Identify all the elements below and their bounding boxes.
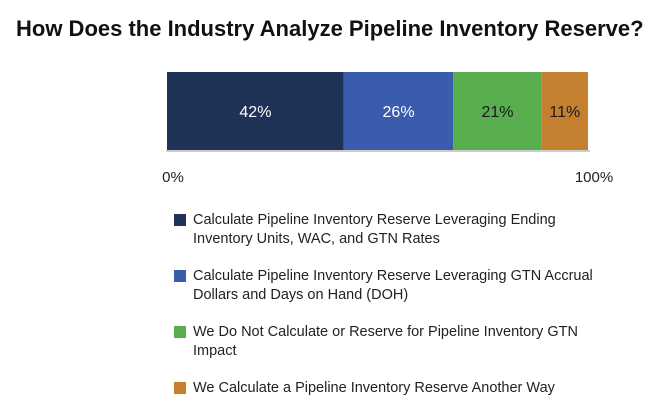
x-tick-labels: 0% 100% (162, 169, 613, 186)
x-tick-label-2: 100% (575, 169, 613, 186)
bar-segment-label-2: 26% (383, 104, 415, 121)
legend-swatch-3 (174, 326, 186, 338)
chart-legend: Calculate Pipeline Inventory Reserve Lev… (174, 211, 594, 416)
bar-segment-label-3: 21% (481, 104, 513, 121)
legend-label-4: We Calculate a Pipeline Inventory Reserv… (193, 380, 555, 396)
bar-segment-label-4: 11% (549, 104, 580, 121)
bar-segment-1 (167, 72, 344, 150)
legend-swatch-4 (174, 382, 186, 394)
legend-item-3: We Do Not Calculate or Reserve for Pipel… (174, 323, 594, 361)
bar-segments: 42% 26% 21% 11% (167, 72, 588, 150)
bar-segment-4 (541, 72, 588, 150)
x-tick-label-1: 0% (162, 169, 184, 186)
legend-label-3: We Do Not Calculate or Reserve for Pipel… (193, 324, 578, 359)
legend-swatch-2 (174, 270, 186, 282)
bar-segment-label-1: 42% (239, 104, 271, 121)
legend-item-4: We Calculate a Pipeline Inventory Reserv… (174, 379, 594, 398)
legend-swatch-1 (174, 214, 186, 226)
legend-label-1: Calculate Pipeline Inventory Reserve Lev… (193, 212, 556, 247)
legend-item-1: Calculate Pipeline Inventory Reserve Lev… (174, 211, 594, 249)
legend-item-2: Calculate Pipeline Inventory Reserve Lev… (174, 267, 594, 305)
chart-title: How Does the Industry Analyze Pipeline I… (16, 16, 644, 41)
bar-segment-3 (453, 72, 542, 150)
legend-label-2: Calculate Pipeline Inventory Reserve Lev… (193, 268, 593, 303)
stacked-bar-chart: 42% 26% 21% 11% 0% 100% (162, 72, 613, 186)
bar-segment-2 (343, 72, 454, 150)
